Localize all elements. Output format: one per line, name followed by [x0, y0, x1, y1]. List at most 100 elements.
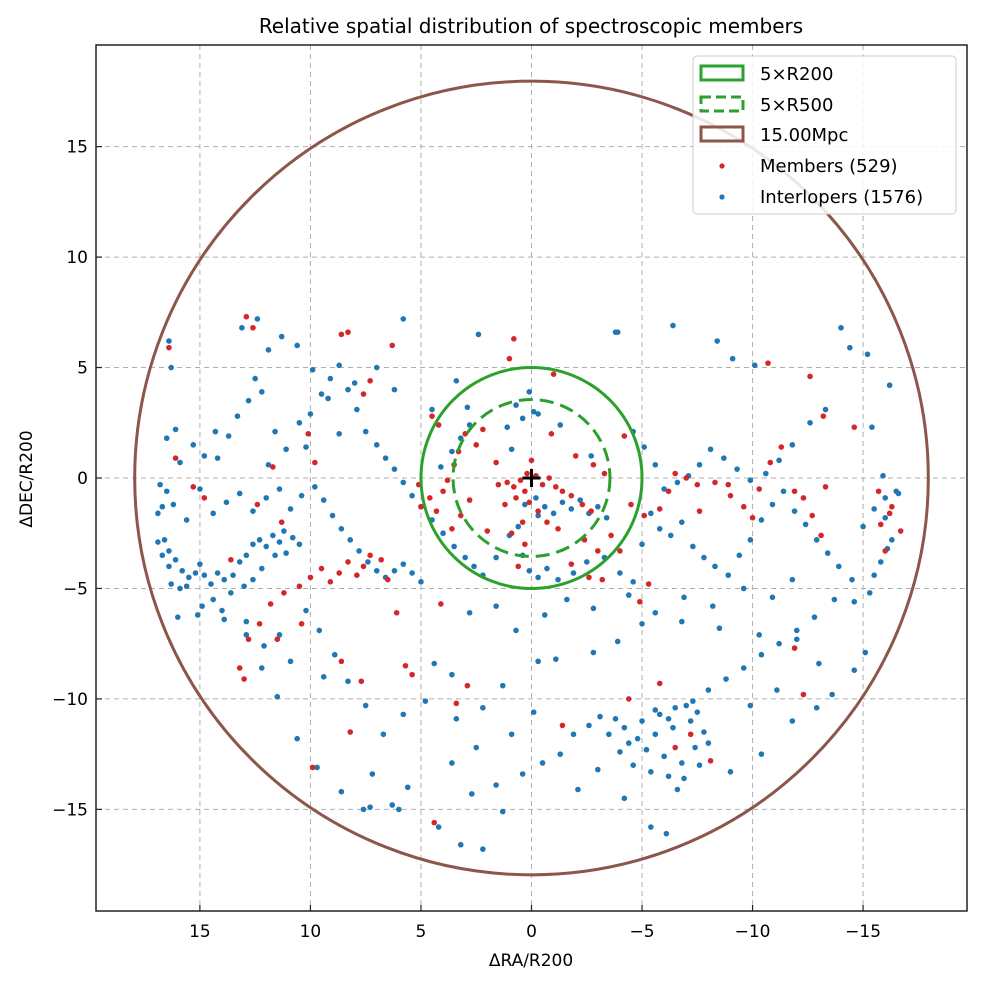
member-point [725, 481, 732, 488]
legend-swatch-15mpc [699, 125, 745, 143]
interloper-point [648, 769, 654, 775]
member-point [544, 519, 550, 525]
interloper-point [617, 570, 623, 576]
interloper-point [544, 565, 550, 572]
member-point [522, 488, 528, 495]
legend-label-members: Members (529) [760, 156, 898, 177]
interloper-point [869, 424, 875, 430]
member-point [245, 636, 252, 643]
member-point [665, 488, 672, 495]
interloper-point [539, 760, 546, 766]
y-tick-label: −10 [52, 690, 88, 710]
interloper-point [665, 716, 672, 722]
interloper-point [603, 514, 610, 521]
legend-label-r200: 5×R200 [760, 64, 833, 85]
member-point [535, 508, 541, 514]
interloper-point [519, 771, 526, 777]
interloper-point [727, 769, 734, 775]
interloper-point [287, 506, 294, 512]
interloper-point [696, 762, 703, 768]
interloper-point [705, 740, 712, 746]
member-point [466, 497, 473, 503]
interloper-point [595, 503, 601, 510]
interloper-point [258, 665, 265, 671]
interloper-point [380, 731, 387, 738]
member-point [345, 329, 351, 335]
interloper-point [535, 574, 541, 581]
interloper-point [336, 362, 342, 369]
interloper-point [303, 607, 309, 614]
interloper-point [469, 791, 475, 797]
interloper-point [681, 594, 687, 601]
interloper-point [201, 453, 208, 459]
member-point [318, 565, 325, 572]
member-point [546, 475, 552, 481]
member-point [555, 526, 561, 532]
interloper-point [214, 455, 221, 461]
interloper-point [652, 707, 659, 713]
interloper-point [449, 760, 455, 766]
member-point [568, 492, 575, 499]
interloper-point [250, 576, 256, 583]
interloper-point [895, 490, 902, 497]
member-point [526, 499, 533, 506]
interloper-point [263, 543, 270, 550]
interloper-point [508, 731, 515, 738]
x-tick-label: 10 [300, 922, 322, 942]
member-point [473, 442, 480, 448]
member-point [807, 373, 813, 380]
member-point [809, 512, 816, 519]
member-point [886, 510, 893, 517]
interloper-point [774, 687, 780, 693]
member-point [228, 556, 234, 563]
member-point [393, 609, 400, 616]
member-point [453, 700, 460, 707]
member-point [882, 548, 889, 554]
interloper-point [747, 537, 754, 543]
member-point [402, 662, 409, 669]
interloper-point [530, 709, 537, 715]
interloper-point [877, 559, 884, 565]
interloper-point [661, 753, 667, 760]
interloper-point [331, 651, 338, 658]
interloper-point [793, 627, 800, 634]
member-point [484, 528, 491, 534]
legend: 5×R200 5×R500 15.00Mpc Members (529) Int… [692, 55, 957, 215]
y-tick-label: −15 [52, 800, 88, 820]
interloper-point [625, 592, 632, 598]
interloper-point [822, 406, 829, 413]
member-point [338, 331, 345, 338]
interloper-point [679, 760, 685, 766]
interloper-point [457, 841, 464, 848]
interloper-point [793, 636, 800, 643]
interloper-point [526, 389, 533, 395]
interloper-point [747, 702, 754, 709]
interloper-point [449, 448, 455, 455]
interloper-point [575, 786, 581, 793]
member-point [495, 481, 502, 488]
interloper-point [851, 667, 858, 673]
interloper-point [648, 510, 654, 517]
interloper-point [663, 830, 670, 837]
interloper-point [526, 567, 533, 574]
interloper-point [382, 455, 389, 461]
interloper-point [871, 506, 877, 512]
interloper-point [258, 389, 265, 395]
interloper-point [597, 713, 603, 720]
interloper-point [276, 486, 283, 492]
member-point [767, 459, 774, 466]
interloper-point [606, 731, 612, 738]
interloper-point [261, 643, 267, 649]
member-point [586, 574, 592, 581]
legend-marker-interlopers [719, 194, 725, 200]
interloper-point [522, 501, 528, 508]
interloper-point [687, 718, 694, 724]
interloper-point [847, 344, 853, 351]
member-point [515, 563, 522, 570]
interloper-point [493, 554, 499, 561]
interloper-point [208, 581, 214, 587]
interloper-point [210, 510, 216, 517]
interloper-point [667, 532, 674, 539]
interloper-point [449, 671, 455, 678]
interloper-point [758, 751, 765, 757]
